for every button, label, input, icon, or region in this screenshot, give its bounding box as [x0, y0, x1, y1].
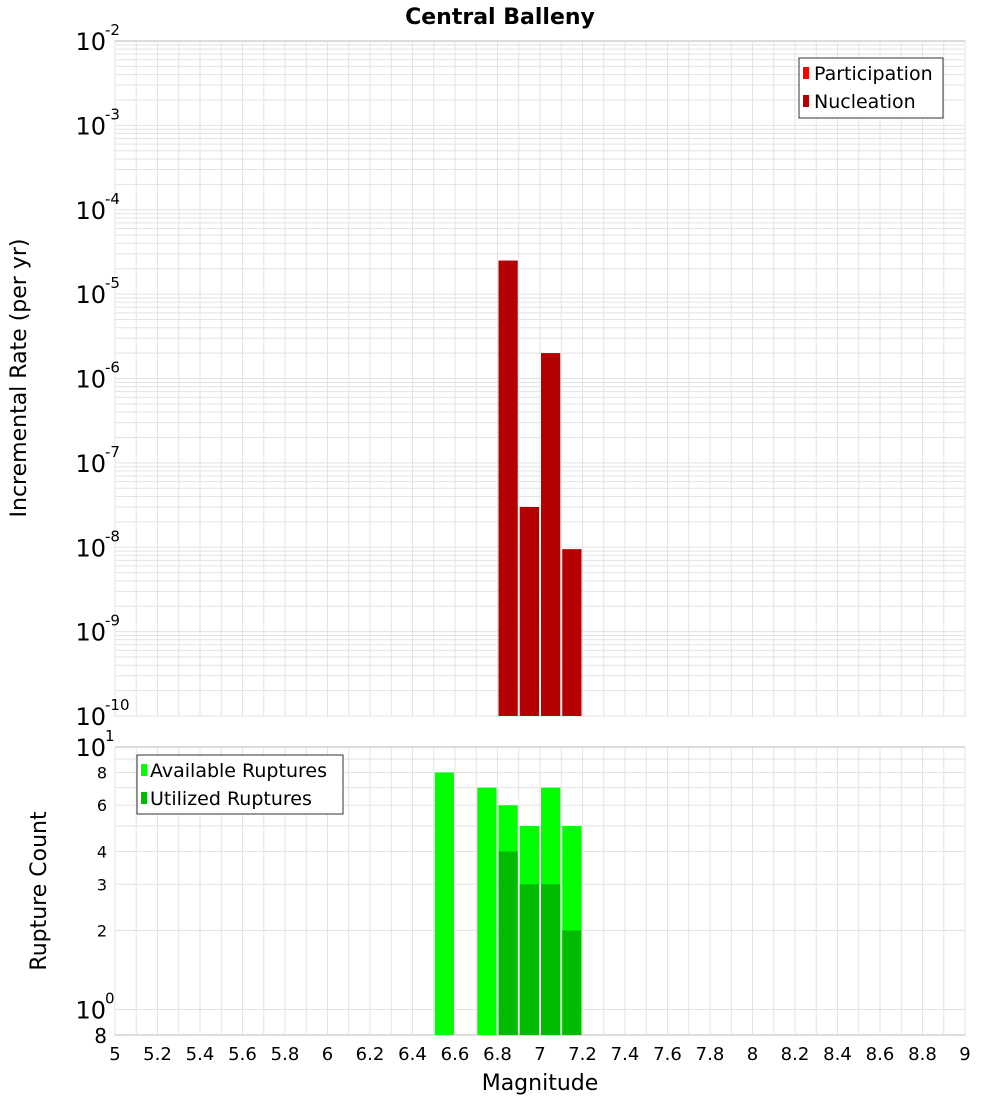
legend-label-participation: Participation	[814, 63, 933, 85]
bar-utilized-ruptures	[562, 930, 582, 1035]
top-y-tick-label: 10	[75, 703, 106, 731]
top-y-tick-label: 10	[75, 534, 106, 562]
bar-nucleation	[519, 506, 539, 716]
bottom-y-tick-label-exponent: 0	[105, 990, 115, 1008]
top-y-tick-label: 10	[75, 112, 106, 140]
legend-swatch-participation	[803, 67, 809, 79]
bottom-bars	[434, 772, 582, 1035]
bottom-y-tick-label: 10	[75, 997, 106, 1025]
bar-utilized-ruptures	[498, 851, 518, 1035]
bottom-y-tick-label: 6	[97, 796, 107, 815]
x-tick-label: 8.8	[908, 1044, 937, 1065]
x-tick-label: 5.6	[228, 1044, 257, 1065]
x-tick-label: 7.8	[696, 1044, 725, 1065]
chart-title: Central Balleny	[405, 5, 595, 30]
x-tick-label: 8.6	[866, 1044, 895, 1065]
top-y-tick-label: 10	[75, 366, 106, 394]
x-tick-label: 9	[959, 1044, 970, 1065]
x-tick-label: 7.2	[568, 1044, 597, 1065]
top-y-tick-label-exponent: -10	[105, 696, 130, 714]
bar-nucleation	[498, 260, 518, 716]
top-legend: Participation Nucleation	[798, 57, 944, 119]
top-y-tick-label-exponent: -5	[105, 274, 120, 292]
x-tick-label: 8.2	[781, 1044, 810, 1065]
x-tick-labels: 5 5.2 5.4 5.6 5.8 6 6.2 6.4 6.6 6.8 7 7.2 7.4 7.6 7.8 8…	[109, 1044, 970, 1065]
bottom-y-tick-label: 2	[97, 922, 107, 941]
bottom-y-tick-label: 8	[97, 763, 107, 782]
x-tick-label: 6.2	[356, 1044, 385, 1065]
bottom-y-tick-label: 4	[97, 842, 107, 861]
top-y-tick-label-exponent: -8	[105, 527, 120, 545]
top-bars	[498, 260, 582, 716]
top-y-axis-label: Incremental Rate (per yr)	[7, 239, 32, 518]
bar-nucleation	[541, 353, 561, 716]
bottom-y-tick-label: 8	[94, 1024, 107, 1048]
legend-swatch-available-ruptures	[141, 764, 147, 776]
x-tick-label: 6.4	[398, 1044, 427, 1065]
top-y-tick-label: 10	[75, 281, 106, 309]
bar-utilized-ruptures	[541, 884, 561, 1035]
legend-label-nucleation: Nucleation	[814, 91, 916, 113]
bar-available-ruptures	[477, 787, 497, 1035]
x-tick-label: 6.8	[483, 1044, 512, 1065]
top-y-tick-label-exponent: -6	[105, 359, 120, 377]
top-y-tick-label-exponent: -3	[105, 105, 120, 123]
top-y-tick-label-exponent: -2	[105, 21, 120, 39]
legend-label-available-ruptures: Available Ruptures	[150, 760, 327, 782]
x-tick-label: 5	[109, 1044, 120, 1065]
bottom-y-tick-label-exponent: 1	[105, 727, 115, 745]
top-y-tick-label-exponent: -4	[105, 190, 120, 208]
x-tick-label: 8.4	[823, 1044, 852, 1065]
top-y-tick-label: 10	[75, 619, 106, 647]
top-gridlines	[114, 41, 966, 717]
legend-swatch-nucleation	[803, 95, 809, 107]
bottom-y-tick-label: 3	[97, 875, 107, 894]
top-y-tick-label: 10	[75, 197, 106, 225]
bar-nucleation	[562, 549, 582, 716]
bottom-y-tick-label: 10	[75, 734, 106, 762]
x-tick-label: 7.4	[611, 1044, 640, 1065]
top-y-tick-label-exponent: -7	[105, 443, 120, 461]
x-tick-label: 7	[534, 1044, 545, 1065]
legend-label-utilized-ruptures: Utilized Ruptures	[150, 788, 312, 810]
bottom-y-axis-label: Rupture Count	[27, 811, 52, 971]
bar-utilized-ruptures	[519, 884, 539, 1035]
top-y-tick-label: 10	[75, 450, 106, 478]
bottom-legend-box	[136, 754, 344, 815]
x-tick-label: 5.2	[143, 1044, 172, 1065]
x-tick-label: 5.8	[271, 1044, 300, 1065]
top-y-tick-label-exponent: -9	[105, 612, 120, 630]
x-tick-label: 6	[322, 1044, 333, 1065]
top-legend-box	[798, 57, 944, 119]
x-axis-label: Magnitude	[482, 1071, 599, 1096]
x-tick-label: 5.4	[186, 1044, 215, 1065]
x-tick-label: 6.6	[441, 1044, 470, 1065]
x-tick-label: 8	[747, 1044, 758, 1065]
top-y-tick-label: 10	[75, 28, 106, 56]
x-tick-label: 7.6	[653, 1044, 682, 1065]
legend-swatch-utilized-ruptures	[141, 792, 147, 804]
bottom-legend: Available Ruptures Utilized Ruptures	[136, 754, 344, 815]
bar-available-ruptures	[434, 772, 454, 1035]
